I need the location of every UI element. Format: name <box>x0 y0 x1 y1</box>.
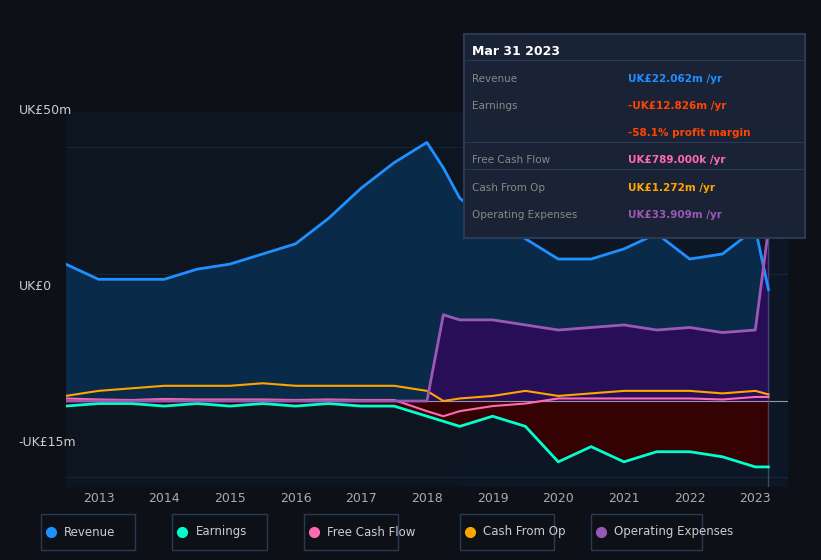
Text: Cash From Op: Cash From Op <box>483 525 565 539</box>
Text: Revenue: Revenue <box>472 73 517 83</box>
Text: Earnings: Earnings <box>472 101 517 111</box>
Text: Free Cash Flow: Free Cash Flow <box>472 155 550 165</box>
Text: -UK£12.826m /yr: -UK£12.826m /yr <box>628 101 727 111</box>
Text: UK£22.062m /yr: UK£22.062m /yr <box>628 73 722 83</box>
Text: Cash From Op: Cash From Op <box>472 183 545 193</box>
Text: -58.1% profit margin: -58.1% profit margin <box>628 128 750 138</box>
Text: UK£33.909m /yr: UK£33.909m /yr <box>628 210 722 220</box>
Text: -UK£15m: -UK£15m <box>19 436 76 449</box>
Text: Earnings: Earnings <box>195 525 247 539</box>
Text: UK£50m: UK£50m <box>19 105 72 118</box>
Bar <box>460 112 788 487</box>
Text: Free Cash Flow: Free Cash Flow <box>327 525 415 539</box>
Text: Mar 31 2023: Mar 31 2023 <box>472 45 560 58</box>
Text: UK£0: UK£0 <box>19 280 52 293</box>
Text: UK£1.272m /yr: UK£1.272m /yr <box>628 183 715 193</box>
Text: UK£789.000k /yr: UK£789.000k /yr <box>628 155 726 165</box>
Text: Operating Expenses: Operating Expenses <box>472 210 577 220</box>
Text: Operating Expenses: Operating Expenses <box>614 525 733 539</box>
Text: Revenue: Revenue <box>64 525 116 539</box>
